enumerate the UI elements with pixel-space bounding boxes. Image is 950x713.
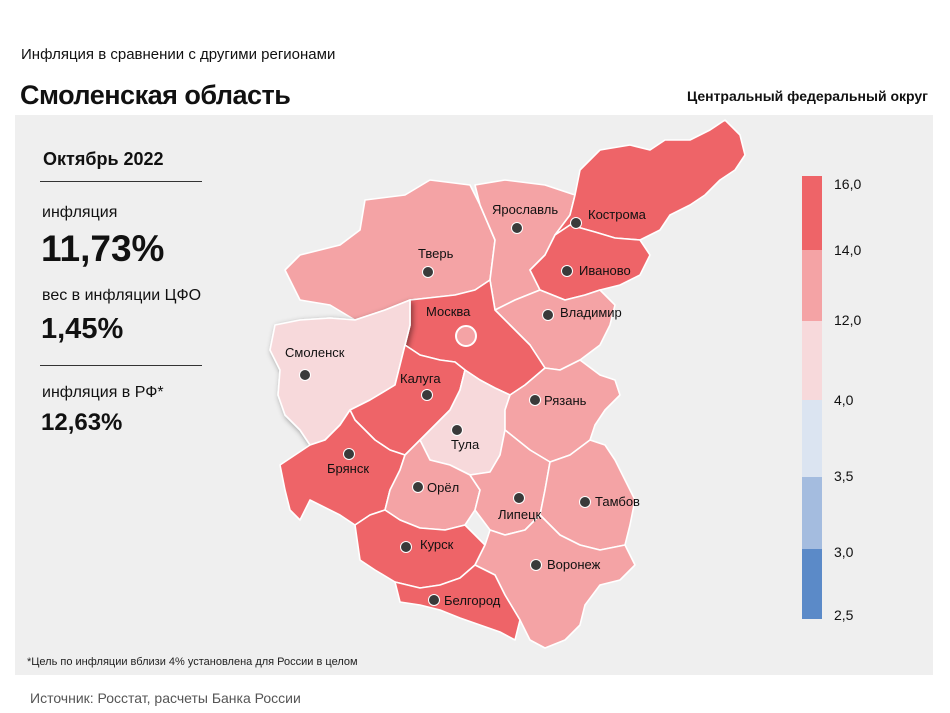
city-label: Белгород	[444, 593, 501, 608]
district-label: Центральный федеральный округ	[686, 88, 928, 104]
footnote: *Цель по инфляции вблизи 4% установлена …	[27, 656, 358, 668]
city-label: Ярославль	[492, 202, 558, 217]
city-marker	[412, 481, 424, 493]
city-marker	[343, 448, 355, 460]
city-label: Калуга	[400, 371, 441, 386]
region-ivanovo	[529, 224, 651, 301]
city-label: Иваново	[579, 263, 631, 278]
city-marker	[561, 265, 573, 277]
page-title: Смоленская область	[20, 80, 291, 110]
city-marker	[451, 424, 463, 436]
city-marker	[511, 222, 523, 234]
legend-swatch	[802, 477, 822, 549]
legend-tick: 3,5	[834, 468, 854, 484]
color-scale	[802, 176, 822, 619]
legend-swatch	[802, 250, 822, 321]
city-label: Орёл	[427, 480, 459, 495]
city-label: Тверь	[418, 246, 454, 261]
city-label: Липецк	[498, 507, 542, 522]
rf-inflation-value: 12,63%	[41, 409, 123, 436]
period-label: Октябрь 2022	[43, 149, 164, 169]
city-marker	[579, 496, 591, 508]
city-label: Владимир	[560, 305, 622, 320]
city-label: Рязань	[544, 393, 587, 408]
city-label: Брянск	[327, 461, 369, 476]
rf-inflation-label: инфляция в РФ*	[42, 384, 164, 401]
inflation-label: инфляция	[42, 204, 118, 221]
city-label: Тамбов	[595, 494, 640, 509]
city-marker	[421, 389, 433, 401]
divider	[40, 181, 202, 182]
city-marker	[530, 559, 542, 571]
region-kostroma	[554, 119, 746, 241]
city-marker	[570, 217, 582, 229]
city-marker	[529, 394, 541, 406]
city-marker	[299, 369, 311, 381]
legend-swatch	[802, 400, 822, 477]
city-label: Воронеж	[547, 557, 601, 572]
source-note: Источник: Росстат, расчеты Банка России	[30, 690, 301, 706]
legend-tick: 2,5	[834, 607, 854, 623]
capital-marker	[455, 325, 477, 347]
city-label: Смоленск	[285, 345, 345, 360]
legend-tick: 3,0	[834, 544, 854, 560]
city-label: Тула	[451, 437, 480, 452]
weight-value: 1,45%	[41, 313, 124, 345]
legend-tick: 16,0	[834, 176, 862, 192]
legend-swatch	[802, 549, 822, 619]
legend-tick: 12,0	[834, 312, 862, 328]
inflation-value: 11,73%	[41, 228, 165, 269]
city-label: Москва	[426, 304, 471, 319]
city-label: Кострома	[588, 207, 647, 222]
legend-swatch	[802, 176, 822, 250]
city-label: Курск	[420, 537, 454, 552]
city-markers: Смоленск Тверь Ярославль Кострома Иваново Вла…	[285, 202, 647, 608]
city-marker	[428, 594, 440, 606]
region-belgorod	[394, 564, 521, 641]
city-marker	[542, 309, 554, 321]
subtitle: Инфляция в сравнении с другими регионами	[21, 46, 336, 63]
city-marker	[400, 541, 412, 553]
divider	[40, 365, 202, 366]
legend-tick: 4,0	[834, 392, 854, 408]
weight-label: вес в инфляции ЦФО	[42, 287, 202, 304]
legend-swatch	[802, 321, 822, 400]
city-marker	[513, 492, 525, 504]
city-marker	[422, 266, 434, 278]
legend-tick: 14,0	[834, 242, 862, 258]
